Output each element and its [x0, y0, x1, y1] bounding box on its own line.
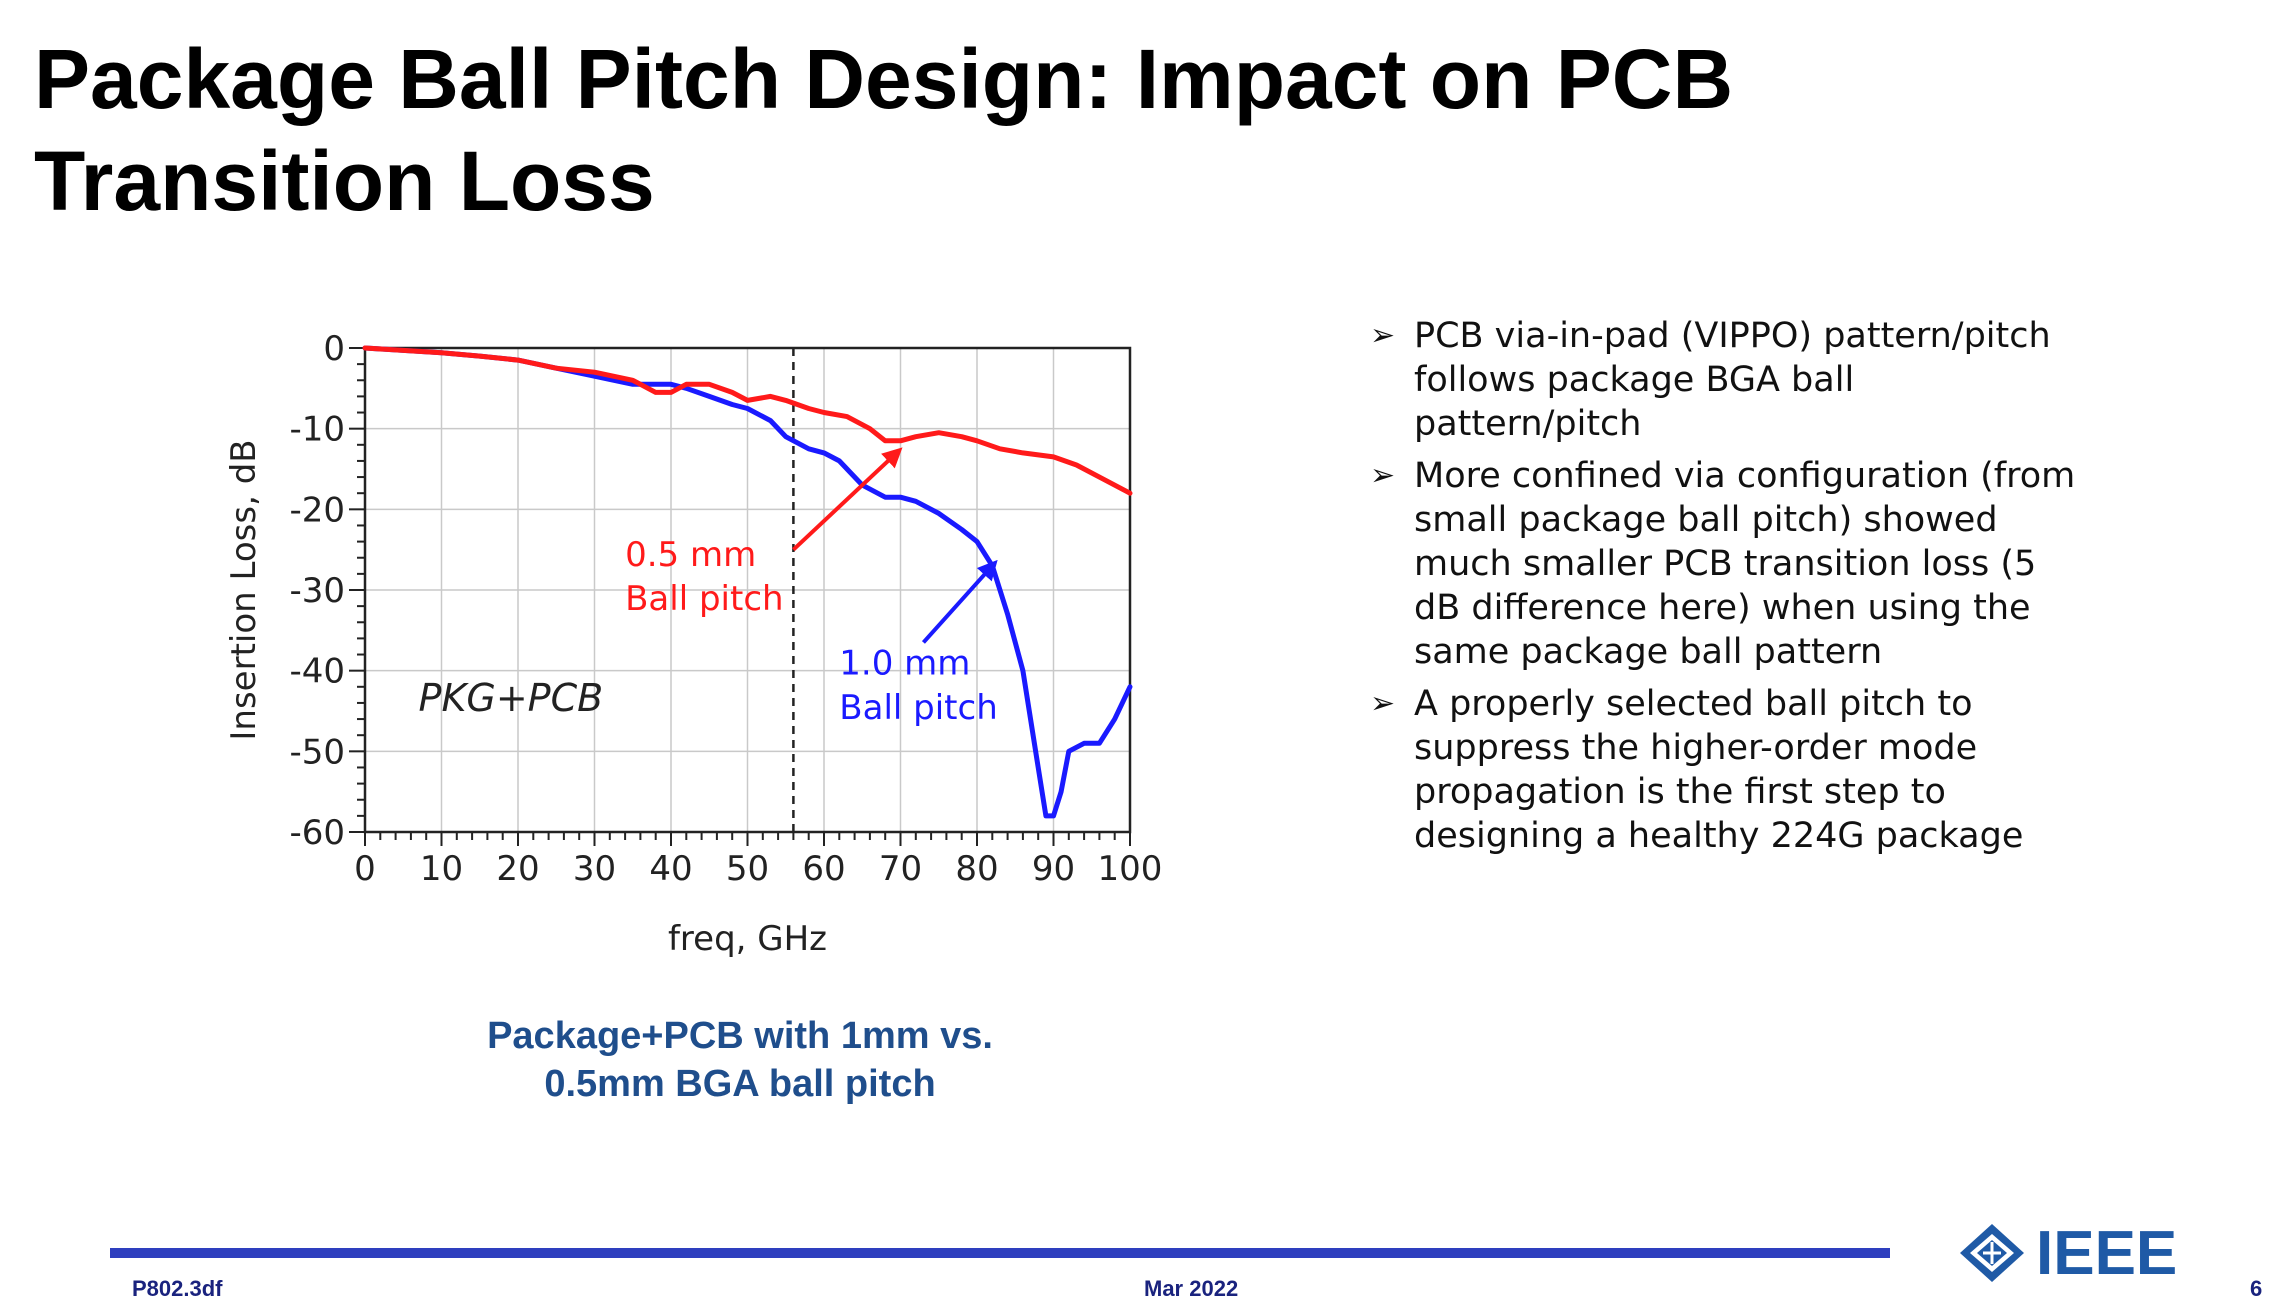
x-tick-label: 90 — [1032, 849, 1075, 889]
x-tick-label: 60 — [802, 849, 845, 889]
caption-line2: 0.5mm BGA ball pitch — [544, 1063, 936, 1105]
bullet-text: PCB via-in-pad (VIPPO) pattern/pitch fol… — [1414, 316, 2051, 444]
footer-date: Mar 2022 — [1144, 1276, 1239, 1301]
bullet-item: ➢ A properly selected ball pitch to supp… — [1370, 682, 2090, 858]
ieee-logo: IEEE — [1960, 1219, 2177, 1288]
y-tick-label: -60 — [289, 813, 345, 853]
footer-doc-id: P802.3df — [132, 1276, 223, 1301]
y-tick-label: -30 — [289, 571, 345, 611]
inset-label: PKG+PCB — [419, 676, 604, 720]
bullet-text: More confined via configuration (from sm… — [1414, 456, 2076, 672]
chart-caption: Package+PCB with 1mm vs. 0.5mm BGA ball … — [440, 1012, 1040, 1108]
x-tick-label: 30 — [573, 849, 616, 889]
footer-divider — [110, 1248, 1890, 1258]
bullet-arrow-icon: ➢ — [1370, 318, 1396, 353]
ieee-diamond-icon — [1960, 1224, 2024, 1282]
x-axis-label: freq, GHz — [668, 919, 827, 959]
y-tick-label: -10 — [289, 410, 345, 450]
x-tick-label: 0 — [354, 849, 376, 889]
caption-line1: Package+PCB with 1mm vs. — [487, 1015, 993, 1057]
arrow-red — [792, 447, 903, 552]
x-tick-label: 100 — [1098, 849, 1163, 889]
x-tick-label: 20 — [496, 849, 539, 889]
ieee-logo-text: IEEE — [2036, 1219, 2177, 1288]
insertion-loss-chart: 0 10 20 30 40 50 60 70 80 90 100 0 -10 -20 -30 -40 -50 -6… — [200, 300, 1190, 990]
series-label-red-line1: 0.5 mm — [625, 535, 756, 575]
x-tick-label: 70 — [879, 849, 922, 889]
y-tick-label: -40 — [289, 652, 345, 692]
slide-title-line1: Package Ball Pitch Design: Impact on PCB — [34, 32, 1734, 126]
y-tick-label: -20 — [289, 490, 345, 530]
y-tick-label: 0 — [323, 329, 345, 369]
page-number: 6 — [2250, 1276, 2263, 1301]
x-tick-label: 80 — [955, 849, 998, 889]
x-tick-label: 50 — [726, 849, 769, 889]
chart-svg: 0 10 20 30 40 50 60 70 80 90 100 0 -10 -20 -30 -40 -50 -6… — [224, 329, 1163, 959]
arrow-blue — [921, 559, 998, 644]
bullet-arrow-icon: ➢ — [1370, 458, 1396, 493]
y-tick-label: -50 — [289, 732, 345, 772]
slide-title-line2: Transition Loss — [34, 134, 655, 228]
series-line-0 — [362, 345, 1133, 496]
bullet-arrow-icon: ➢ — [1370, 686, 1396, 721]
series-label-red-line2: Ball pitch — [625, 579, 783, 619]
bullet-text: A properly selected ball pitch to suppre… — [1414, 684, 2024, 856]
bullet-item: ➢ PCB via-in-pad (VIPPO) pattern/pitch f… — [1370, 314, 2090, 446]
plot-frame — [363, 346, 1132, 834]
bullet-list: ➢ PCB via-in-pad (VIPPO) pattern/pitch f… — [1370, 314, 2090, 866]
series-label-blue-line2: Ball pitch — [839, 688, 997, 728]
slide-title: Package Ball Pitch Design: Impact on PCB… — [34, 28, 1934, 232]
x-tick-label: 10 — [420, 849, 463, 889]
bullet-item: ➢ More confined via configuration (from … — [1370, 454, 2090, 674]
y-axis-label: Insertion Loss, dB — [224, 439, 264, 740]
series-label-blue-line1: 1.0 mm — [839, 644, 970, 684]
x-tick-label: 40 — [649, 849, 692, 889]
